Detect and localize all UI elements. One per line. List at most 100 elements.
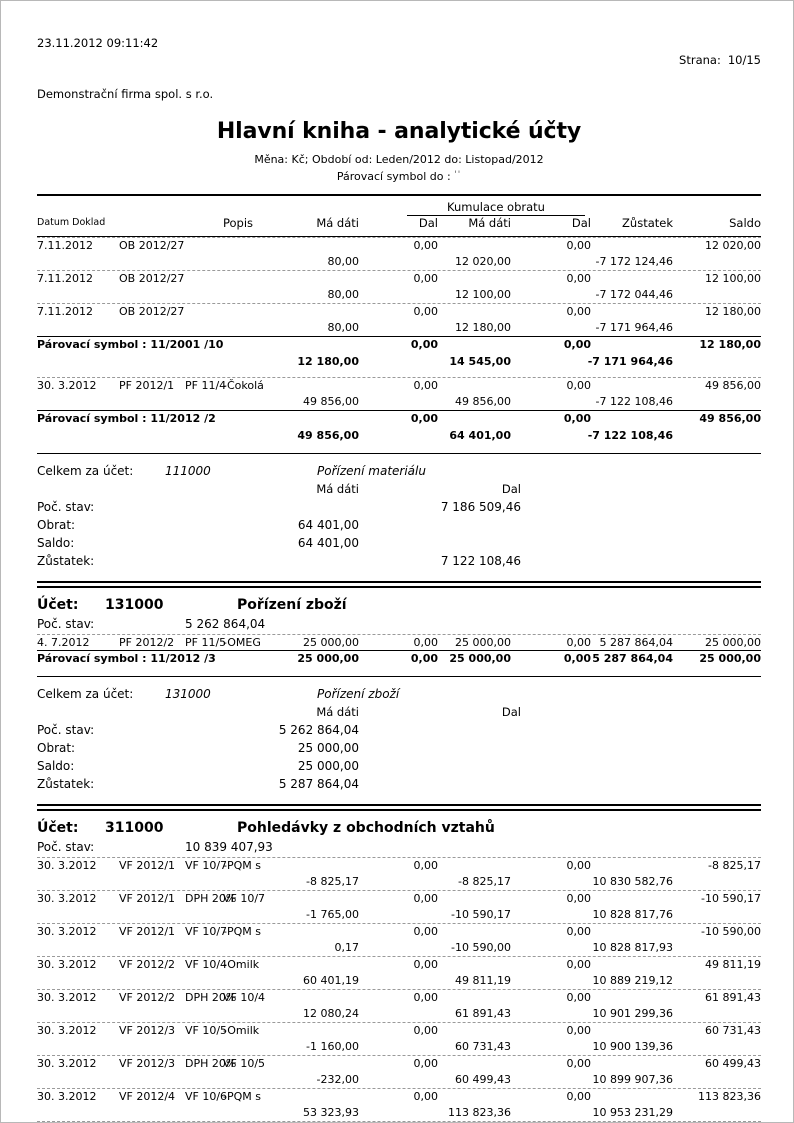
col-header-popis: Popis (223, 216, 254, 230)
report-subtitle-currency-period: Měna: Kč; Období od: Leden/2012 do: List… (254, 153, 544, 166)
row-ma-dati: 53 323,93 (303, 1106, 359, 1119)
subtotal-kum-dal: 0,00 (563, 412, 591, 425)
row-zustatek: -7 122 108,46 (595, 395, 673, 408)
row-popis-detail: VF 10/4 (223, 991, 266, 1004)
celkem-account-number: 131000 (165, 687, 211, 701)
row-kum-dal: 0,00 (566, 636, 592, 649)
row-saldo: -10 590,00 (701, 925, 761, 938)
row-zustatek: 10 830 582,76 (592, 875, 673, 888)
row-ma-dati: 49 856,00 (303, 395, 359, 408)
poc-stav-label: Poč. stav: (37, 617, 95, 631)
page-indicator: Strana: 10/15 (650, 35, 761, 86)
subtotal-row-second-line: 12 180,00 14 545,00 -7 171 964,46 (37, 354, 761, 371)
row-doklad: OB 2012/27 (119, 239, 185, 252)
table-row-second-line: 0,17 -10 590,00 10 828 817,93 (37, 940, 761, 956)
print-datetime: 23.11.2012 09:11:42 (37, 36, 159, 50)
row-date: 4. 7.2012 (37, 636, 90, 649)
poc-stav-value: 5 262 864,04 (185, 617, 266, 631)
table-row: 30. 3.2012 VF 2012/2 VF 10/4 -Omilk 0,00 0,00… (37, 957, 761, 973)
row-ma-dati: 12 080,24 (303, 1007, 359, 1020)
summary-ma-dati: 5 287 864,04 (278, 777, 359, 791)
section-311000-rows: 30. 3.2012 VF 2012/1 VF 10/7 -PQM s 0,00 0,00… (37, 857, 761, 1122)
account-summary-top-rule (37, 676, 761, 677)
subtotal-kum-dal: 0,00 (563, 652, 591, 665)
table-row-second-line: 80,00 12 020,00 -7 172 124,46 (37, 254, 761, 270)
subtotal-kum-ma-dati: 14 545,00 (449, 355, 511, 368)
row-ma-dati: 80,00 (327, 288, 360, 301)
subtotal-label: Párovací symbol : 11/2012 /3 (37, 652, 216, 665)
page-title: Hlavní kniha - analytické účty (216, 119, 582, 144)
row-doklad: VF 2012/3 (119, 1057, 176, 1070)
row-zustatek: 10 828 817,93 (592, 941, 673, 954)
summary-dal: 7 122 108,46 (440, 554, 521, 568)
subtotal-row: Párovací symbol : 11/2012 /3 25 000,00 0… (37, 651, 761, 668)
summary-ma-dati: 64 401,00 (297, 518, 359, 532)
subtotal-row: Párovací symbol : 11/2012 /2 0,00 0,00 4… (37, 411, 761, 428)
col-header-zustatek: Zůstatek (622, 216, 673, 230)
row-separator (37, 270, 761, 271)
row-kum-dal: 0,00 (566, 239, 592, 252)
subtotal-top-rule (37, 650, 761, 651)
summary-ma-dati: 25 000,00 (297, 741, 359, 755)
row-popis-detail: -Omilk (223, 1024, 260, 1037)
row-popis: VF 10/7 (185, 859, 228, 872)
report-subtitle-parovaci: Párovací symbol do : '' (37, 168, 761, 185)
account-summary-column-headers: Má dáti Dal (37, 481, 761, 499)
row-kum-ma-dati: 60 731,43 (455, 1040, 511, 1053)
summary-col-dal: Dal (501, 705, 521, 719)
row-popis-detail: -PQM s (223, 1090, 261, 1103)
page-label: Strana: (679, 53, 721, 67)
account-summary-top-rule (37, 453, 761, 454)
row-date: 7.11.2012 (37, 305, 93, 318)
row-kum-ma-dati: 12 100,00 (455, 288, 511, 301)
page-value: 10/15 (727, 53, 761, 67)
row-ma-dati: 80,00 (327, 255, 360, 268)
row-popis: DPH 20% (185, 991, 237, 1004)
table-row-second-line: 80,00 12 100,00 -7 172 044,46 (37, 287, 761, 303)
subtotal-zustatek: 5 287 864,04 (592, 652, 673, 665)
summary-label: Saldo: (37, 759, 75, 773)
celkem-za-ucet-label: Celkem za účet: (37, 687, 134, 701)
row-popis-detail: VF 10/5 (223, 1057, 266, 1070)
summary-col-ma-dati: Má dáti (316, 705, 359, 719)
row-kum-ma-dati: 25 000,00 (455, 636, 511, 649)
row-ma-dati: -1 160,00 (306, 1040, 359, 1053)
table-row: 7.11.2012 OB 2012/27 0,00 0,00 12 020,00 (37, 238, 761, 254)
summary-label: Saldo: (37, 536, 75, 550)
table-row-second-line: 53 323,93 113 823,36 10 953 231,29 (37, 1105, 761, 1121)
row-separator (37, 923, 761, 924)
row-kum-ma-dati: 12 180,00 (455, 321, 511, 334)
table-row-second-line: -232,00 60 499,43 10 899 907,36 (37, 1072, 761, 1088)
column-header-bottom-rule (37, 236, 761, 237)
row-dal: 0,00 (413, 379, 439, 392)
row-date: 30. 3.2012 (37, 1090, 97, 1103)
row-kum-ma-dati: 49 856,00 (455, 395, 511, 408)
row-ma-dati: 0,17 (334, 941, 360, 954)
row-popis-detail: -PQM s (223, 925, 261, 938)
row-popis: VF 10/7 (185, 925, 228, 938)
subtotal-dal: 0,00 (410, 652, 438, 665)
row-separator (37, 1022, 761, 1023)
row-dal: 0,00 (413, 1090, 439, 1103)
account-number: 311000 (105, 820, 164, 836)
row-kum-dal: 0,00 (566, 1057, 592, 1070)
row-saldo: -10 590,17 (701, 892, 761, 905)
row-popis-detail: -Omilk (223, 958, 260, 971)
celkem-account-name: Pořízení materiálu (317, 464, 426, 478)
account-header-311000: Účet: 311000 Pohledávky z obchodních vzt… (37, 819, 761, 839)
table-row: 30. 3.2012 VF 2012/1 DPH 20% VF 10/7 0,00 0,0… (37, 891, 761, 907)
table-row-second-line: 60 401,19 49 811,19 10 889 219,12 (37, 973, 761, 989)
col-header-saldo: Saldo (729, 216, 761, 230)
account-summary-title: Celkem za účet: 131000 Pořízení zboží (37, 685, 761, 704)
row-separator (37, 1055, 761, 1056)
row-zustatek: 10 901 299,36 (592, 1007, 673, 1020)
subtotal-dal: 0,00 (410, 412, 438, 425)
subtotal-top-rule (37, 410, 761, 411)
row-ma-dati: -8 825,17 (306, 875, 359, 888)
table-row: 7.11.2012 OB 2012/27 0,00 0,00 12 180,00 (37, 304, 761, 320)
parovaci-symbol-do-value: '' (454, 169, 462, 180)
row-separator (37, 956, 761, 957)
row-doklad: VF 2012/2 (119, 958, 176, 971)
row-saldo: 12 100,00 (705, 272, 761, 285)
